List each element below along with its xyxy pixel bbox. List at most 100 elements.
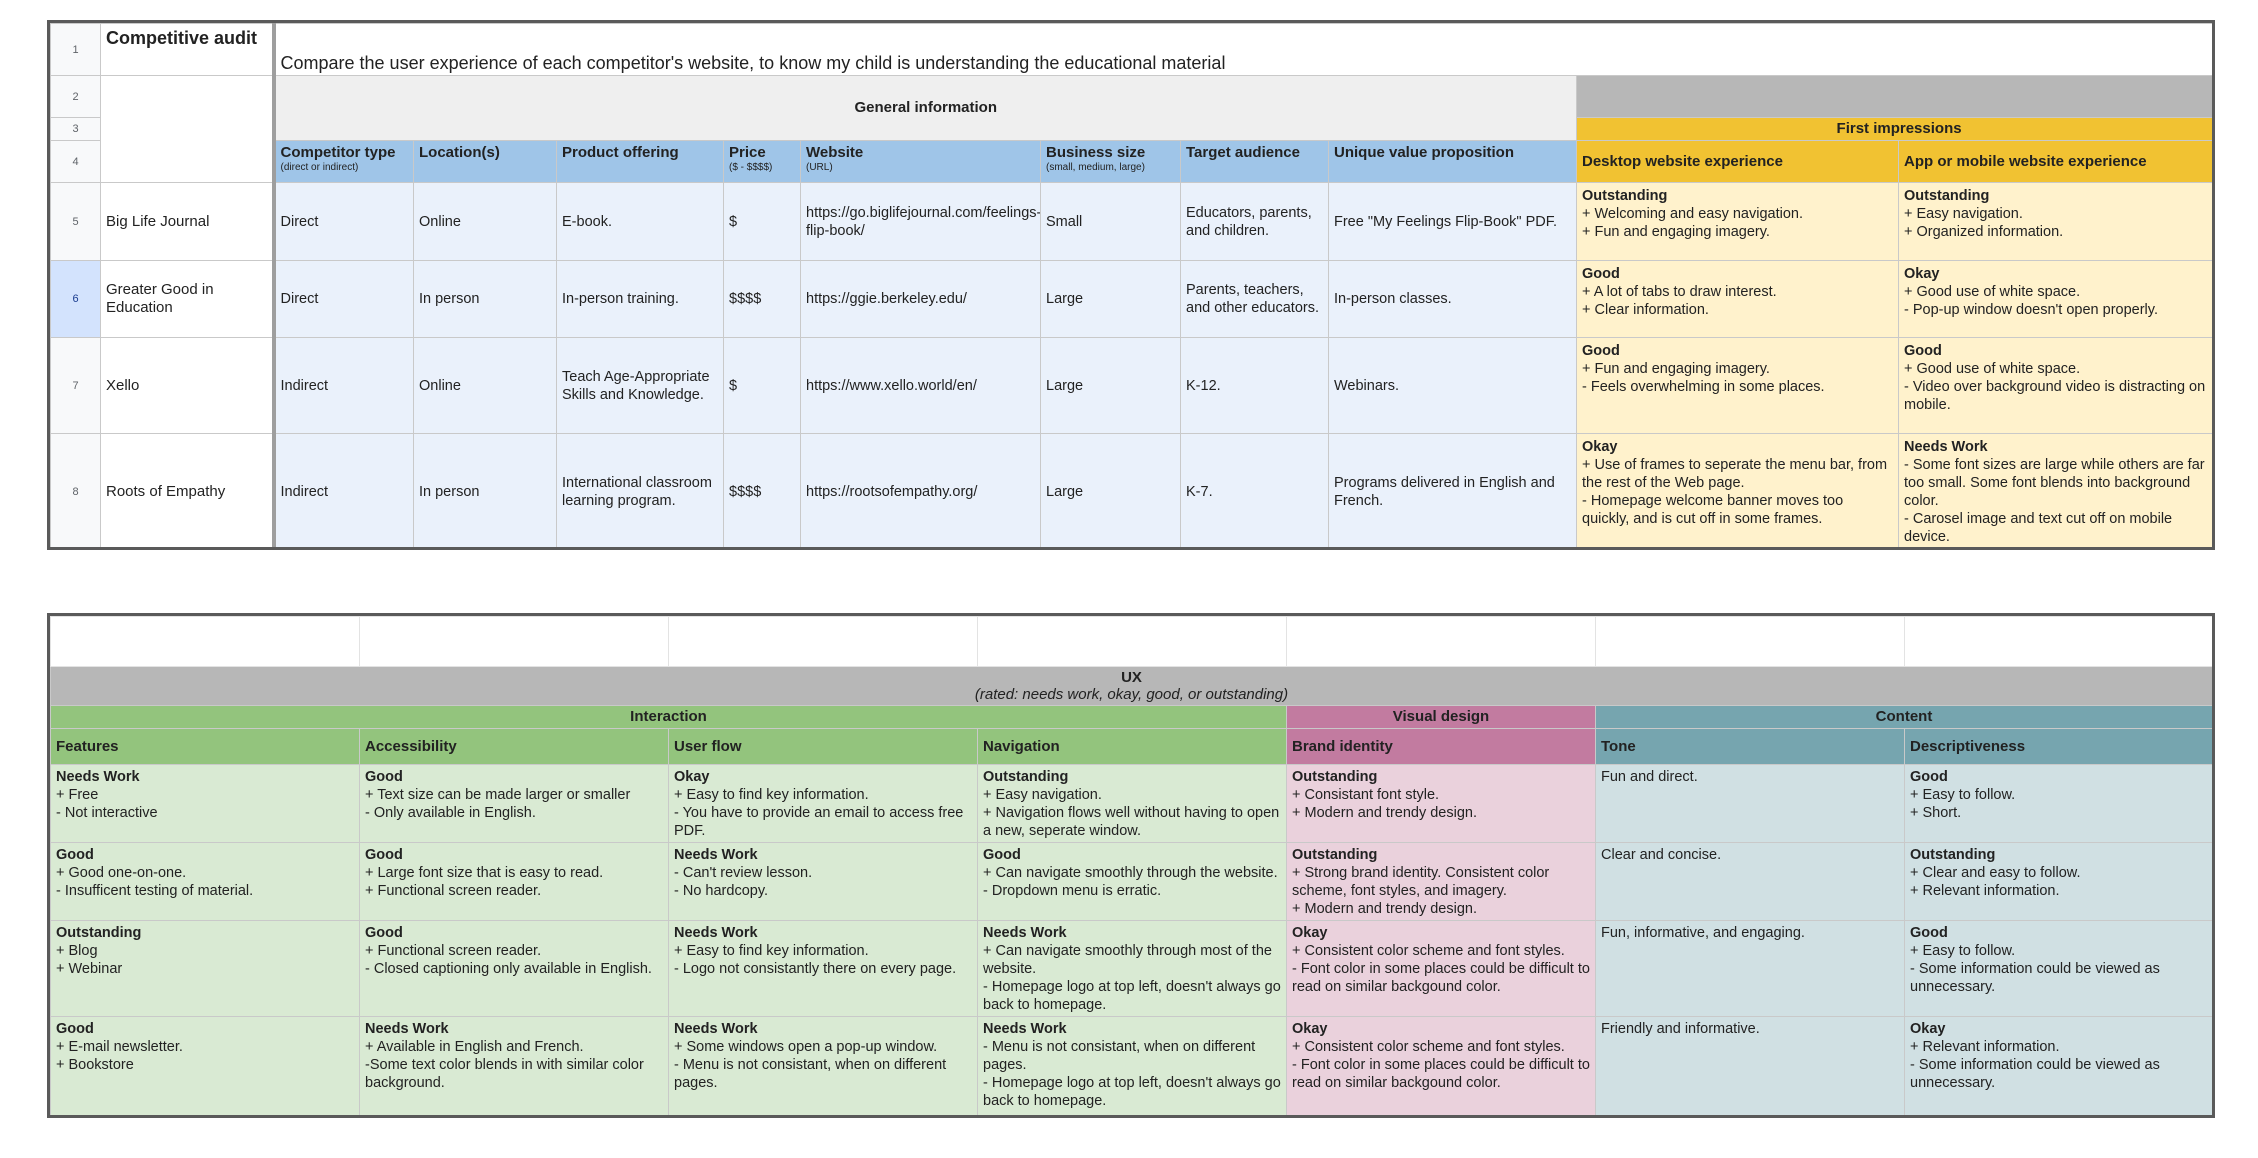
blank-cell[interactable] (1596, 617, 1905, 667)
location-cell[interactable]: In person (414, 261, 557, 338)
content-group-header[interactable]: Content (1596, 706, 2213, 729)
location-cell[interactable]: In person (414, 434, 557, 550)
accessibility-cell[interactable]: Good + Functional screen reader. - Closed … (360, 921, 669, 1017)
target-audience-cell[interactable]: Parents, teachers, and other educators. (1181, 261, 1329, 338)
mobile-experience-cell[interactable]: Outstanding + Easy navigation. + Organized… (1899, 183, 2216, 261)
header-navigation[interactable]: Navigation (978, 729, 1287, 765)
row-number[interactable]: 6 (51, 261, 101, 338)
uvp-cell[interactable]: In-person classes. (1329, 261, 1577, 338)
blank-cell[interactable] (1287, 617, 1596, 667)
business-size-cell[interactable]: Large (1041, 338, 1181, 434)
blank-cell[interactable] (978, 617, 1287, 667)
mobile-experience-cell[interactable]: Good + Good use of white space. - Video ov… (1899, 338, 2216, 434)
blank-cell[interactable] (1905, 617, 2213, 667)
competitor-type-cell[interactable]: Indirect (274, 338, 414, 434)
header-tone[interactable]: Tone (1596, 729, 1905, 765)
tone-cell[interactable]: Fun, informative, and engaging. (1596, 921, 1905, 1017)
accessibility-cell[interactable]: Good + Large font size that is easy to re… (360, 843, 669, 921)
desktop-experience-cell[interactable]: Okay + Use of frames to seperate the menu… (1577, 434, 1899, 550)
user-flow-cell[interactable]: Needs Work + Some windows open a pop-up w… (669, 1017, 978, 1119)
header-target-audience[interactable]: Target audience (1181, 141, 1329, 183)
descriptiveness-cell[interactable]: Good + Easy to follow. - Some information … (1905, 921, 2213, 1017)
target-audience-cell[interactable]: K-12. (1181, 338, 1329, 434)
mobile-experience-cell[interactable]: Okay + Good use of white space. - Pop-up w… (1899, 261, 2216, 338)
accessibility-cell[interactable]: Good + Text size can be made larger or sm… (360, 765, 669, 843)
brand-identity-cell[interactable]: Okay + Consistent color scheme and font s… (1287, 1017, 1596, 1119)
uvp-cell[interactable]: Programs delivered in English and French… (1329, 434, 1577, 550)
features-cell[interactable]: Good + Good one-on-one. - Insufficent test… (51, 843, 360, 921)
competitor-name[interactable]: Greater Good in Education (101, 261, 274, 338)
navigation-cell[interactable]: Good + Can navigate smoothly through the … (978, 843, 1287, 921)
business-size-cell[interactable]: Large (1041, 261, 1181, 338)
price-cell[interactable]: $ (724, 183, 801, 261)
sheet-subtitle[interactable]: Compare the user experience of each comp… (274, 24, 2216, 76)
blank-cell[interactable] (669, 617, 978, 667)
row-number[interactable]: 1 (51, 24, 101, 76)
product-offering-cell[interactable]: International classroom learning program… (557, 434, 724, 550)
competitor-type-cell[interactable]: Direct (274, 183, 414, 261)
location-cell[interactable]: Online (414, 338, 557, 434)
competitor-name[interactable]: Roots of Empathy (101, 434, 274, 550)
header-business-size[interactable]: Business size (small, medium, large) (1041, 141, 1181, 183)
header-features[interactable]: Features (51, 729, 360, 765)
interaction-group-header[interactable]: Interaction (51, 706, 1287, 729)
price-cell[interactable]: $ (724, 338, 801, 434)
features-cell[interactable]: Needs Work + Free - Not interactive (51, 765, 360, 843)
navigation-cell[interactable]: Needs Work + Can navigate smoothly throug… (978, 921, 1287, 1017)
header-locations[interactable]: Location(s) (414, 141, 557, 183)
row-number[interactable]: 8 (51, 434, 101, 550)
features-cell[interactable]: Outstanding + Blog + Webinar (51, 921, 360, 1017)
descriptiveness-cell[interactable]: Outstanding + Clear and easy to follow. + … (1905, 843, 2213, 921)
header-brand-identity[interactable]: Brand identity (1287, 729, 1596, 765)
tone-cell[interactable]: Clear and concise. (1596, 843, 1905, 921)
brand-identity-cell[interactable]: Outstanding + Strong brand identity. Cons… (1287, 843, 1596, 921)
location-cell[interactable]: Online (414, 183, 557, 261)
competitor-type-cell[interactable]: Direct (274, 261, 414, 338)
target-audience-cell[interactable]: K-7. (1181, 434, 1329, 550)
blank-header-cell[interactable] (101, 76, 274, 183)
header-product-offering[interactable]: Product offering (557, 141, 724, 183)
general-information-header[interactable]: General information (274, 76, 1577, 141)
ux-header[interactable]: UX (rated: needs work, okay, good, or ou… (51, 667, 2213, 706)
header-user-flow[interactable]: User flow (669, 729, 978, 765)
descriptiveness-cell[interactable]: Good + Easy to follow. + Short. (1905, 765, 2213, 843)
desktop-experience-cell[interactable]: Good + Fun and engaging imagery. - Feels o… (1577, 338, 1899, 434)
mobile-experience-cell[interactable]: Needs Work - Some font sizes are large wh… (1899, 434, 2216, 550)
competitor-name[interactable]: Xello (101, 338, 274, 434)
website-cell[interactable]: https://ggie.berkeley.edu/ (801, 261, 1041, 338)
descriptiveness-cell[interactable]: Okay + Relevant information. - Some inform… (1905, 1017, 2213, 1119)
row-number[interactable]: 5 (51, 183, 101, 261)
first-impressions-header[interactable]: First impressions (1577, 118, 2216, 141)
business-size-cell[interactable]: Large (1041, 434, 1181, 550)
product-offering-cell[interactable]: In-person training. (557, 261, 724, 338)
navigation-cell[interactable]: Needs Work - Menu is not consistant, when… (978, 1017, 1287, 1119)
grey-band-cell[interactable] (1577, 76, 2216, 118)
website-cell[interactable]: https://rootsofempathy.org/ (801, 434, 1041, 550)
blank-cell[interactable] (51, 617, 360, 667)
row-number[interactable]: 7 (51, 338, 101, 434)
row-number[interactable]: 2 (51, 76, 101, 118)
header-uvp[interactable]: Unique value proposition (1329, 141, 1577, 183)
header-mobile-experience[interactable]: App or mobile website experience (1899, 141, 2216, 183)
blank-cell[interactable] (360, 617, 669, 667)
header-accessibility[interactable]: Accessibility (360, 729, 669, 765)
brand-identity-cell[interactable]: Outstanding + Consistant font style. + Mod… (1287, 765, 1596, 843)
user-flow-cell[interactable]: Needs Work - Can't review lesson. - No har… (669, 843, 978, 921)
header-competitor-type[interactable]: Competitor type (direct or indirect) (274, 141, 414, 183)
brand-identity-cell[interactable]: Okay + Consistent color scheme and font s… (1287, 921, 1596, 1017)
uvp-cell[interactable]: Webinars. (1329, 338, 1577, 434)
uvp-cell[interactable]: Free "My Feelings Flip-Book" PDF. (1329, 183, 1577, 261)
website-cell[interactable]: https://www.xello.world/en/ (801, 338, 1041, 434)
visual-design-group-header[interactable]: Visual design (1287, 706, 1596, 729)
target-audience-cell[interactable]: Educators, parents, and children. (1181, 183, 1329, 261)
product-offering-cell[interactable]: Teach Age-Appropriate Skills and Knowled… (557, 338, 724, 434)
header-desktop-experience[interactable]: Desktop website experience (1577, 141, 1899, 183)
header-descriptiveness[interactable]: Descriptiveness (1905, 729, 2213, 765)
accessibility-cell[interactable]: Needs Work + Available in English and Fre… (360, 1017, 669, 1119)
header-price[interactable]: Price ($ - $$$$) (724, 141, 801, 183)
sheet-title[interactable]: Competitive audit (101, 24, 274, 76)
competitor-name[interactable]: Big Life Journal (101, 183, 274, 261)
tone-cell[interactable]: Fun and direct. (1596, 765, 1905, 843)
user-flow-cell[interactable]: Okay + Easy to find key information. - You… (669, 765, 978, 843)
website-cell[interactable]: https://go.biglifejournal.com/feelings-f… (801, 183, 1041, 261)
